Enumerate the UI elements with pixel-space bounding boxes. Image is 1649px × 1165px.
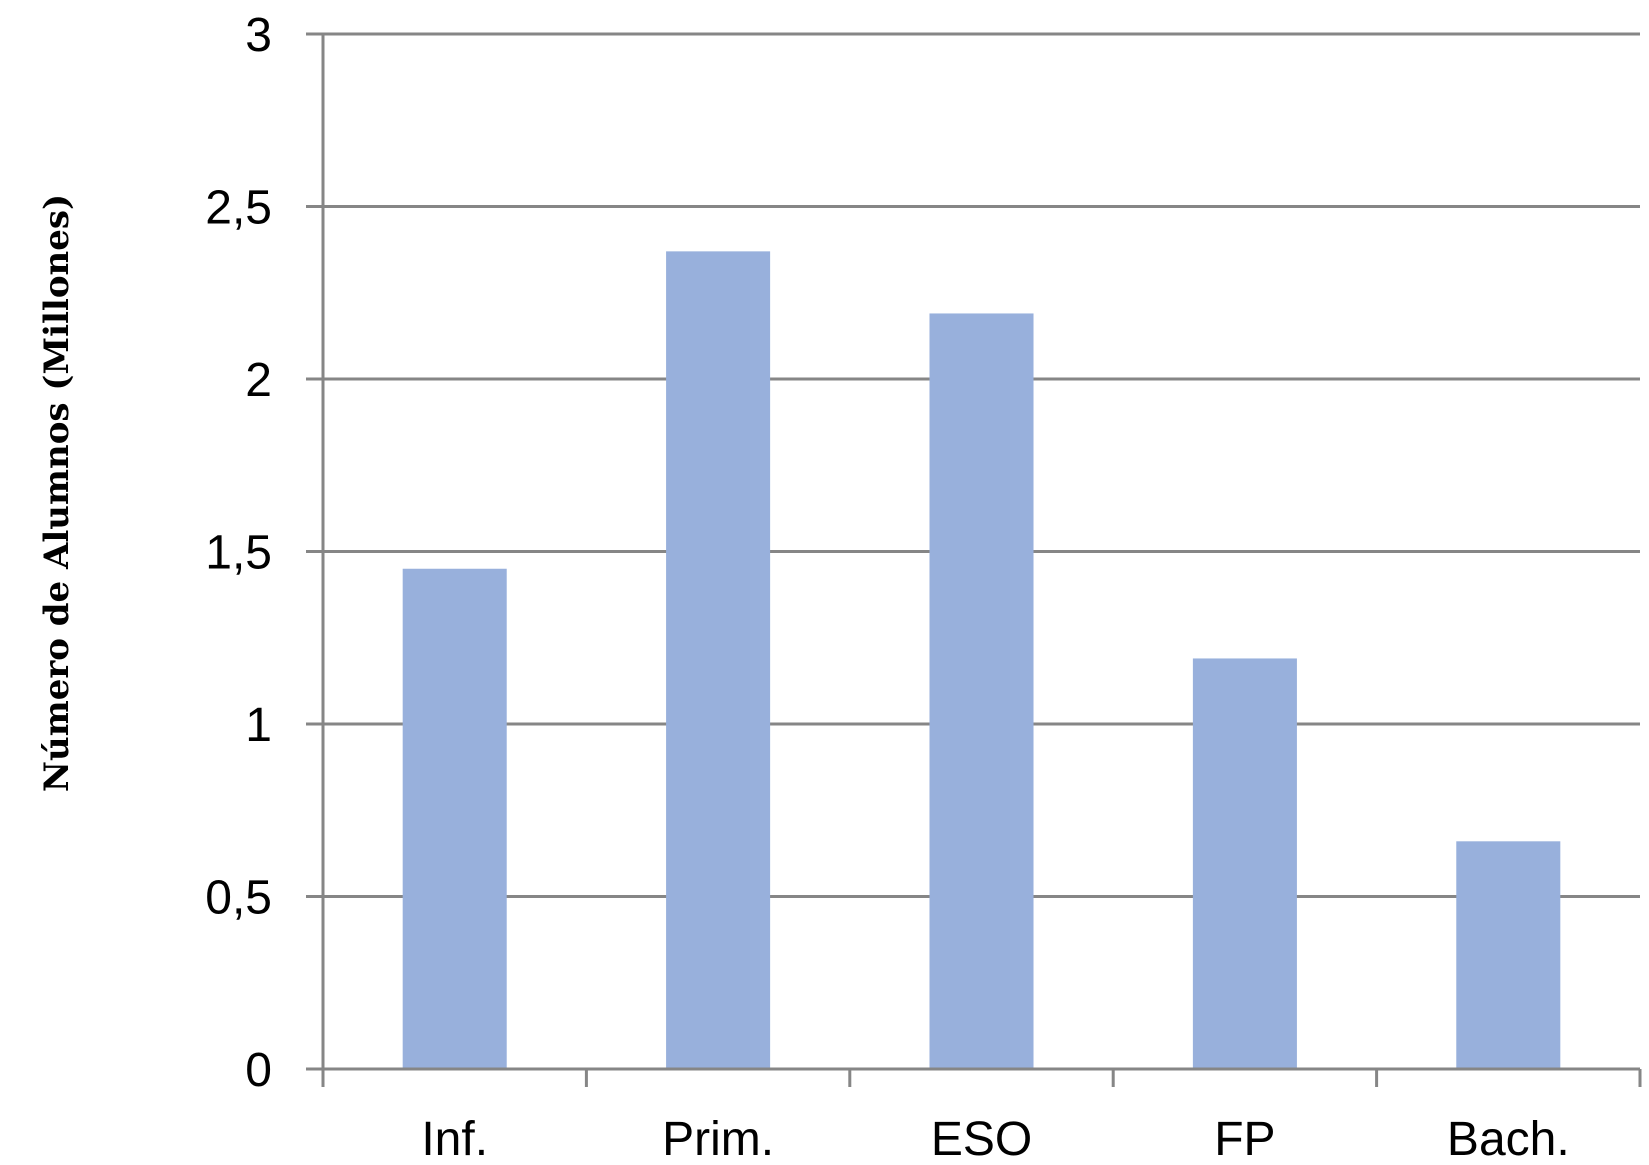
x-tick-label: FP (1214, 1113, 1275, 1165)
x-tick-label: Prim. (662, 1113, 774, 1165)
y-axis-label: Número de Alumnos (Millones) (37, 194, 77, 792)
x-tick-label: Inf. (421, 1113, 488, 1165)
axes (306, 32, 1642, 1087)
bar-prim (666, 251, 771, 1070)
y-tick-label: 0,5 (205, 872, 272, 925)
y-tick-label: 3 (245, 9, 272, 62)
bar-bach (1456, 841, 1561, 1069)
y-tick-label: 2,5 (205, 182, 272, 235)
y-tick-label: 0 (245, 1044, 272, 1097)
bar-eso (929, 313, 1034, 1069)
y-tick-label: 1 (245, 699, 272, 752)
y-tick-label: 2 (245, 354, 272, 407)
bar-fp (1192, 658, 1297, 1069)
x-tick-labels: Inf. Prim. ESO FP Bach. (421, 1113, 1569, 1165)
bars (402, 251, 1561, 1070)
x-tick-label: Bach. (1447, 1113, 1570, 1165)
x-tick-label: ESO (931, 1113, 1032, 1165)
bar-inf (402, 568, 507, 1069)
y-tick-label: 1,5 (205, 527, 272, 580)
y-tick-labels: 0 0,5 1 1,5 2 2,5 3 (205, 9, 272, 1097)
